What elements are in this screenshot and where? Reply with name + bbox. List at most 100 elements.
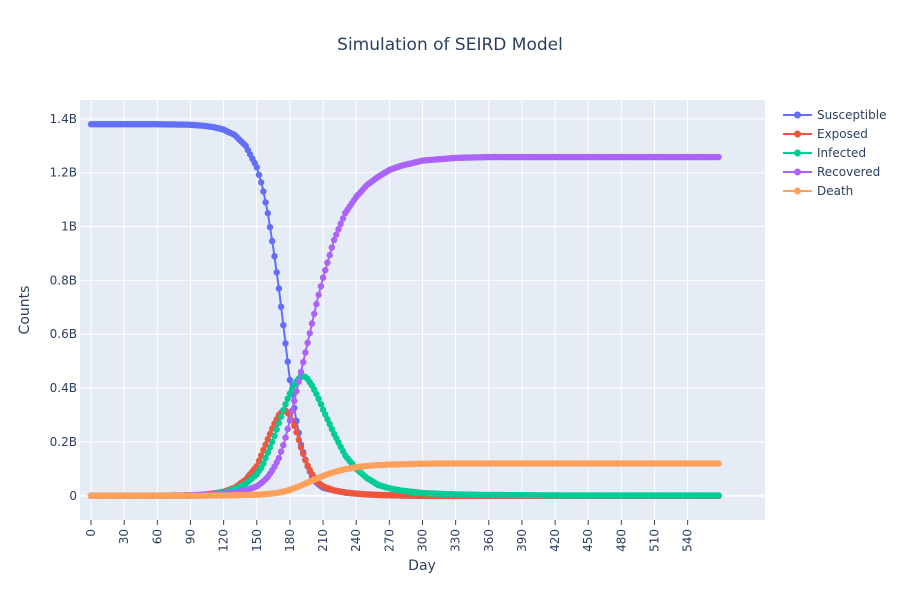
x-tick-label: 270 [382, 529, 396, 552]
point-exposed [293, 429, 300, 436]
x-tick-label: 480 [614, 529, 628, 552]
point-susceptible [269, 237, 276, 245]
x-tick-label: 150 [250, 529, 264, 552]
point-recovered [277, 448, 285, 455]
point-infected [271, 432, 278, 440]
point-exposed [295, 436, 302, 443]
x-tick-label: 420 [548, 529, 562, 552]
point-infected [322, 411, 329, 418]
x-tick-label: 30 [117, 529, 131, 544]
x-tick-label: 240 [349, 529, 363, 552]
point-susceptible [284, 358, 291, 365]
x-tick-label: 0 [84, 529, 98, 537]
y-tick-labels: 0 0.2B 0.4B 0.6B 0.8B 1B 1.2B 1.4B [50, 112, 77, 503]
x-tick-label: 180 [283, 529, 297, 552]
legend-swatch-marker [794, 111, 801, 119]
point-recovered [300, 359, 307, 366]
point-exposed [302, 457, 309, 464]
point-susceptible [286, 376, 294, 384]
x-tick-label: 360 [482, 529, 496, 552]
point-infected [715, 492, 722, 499]
point-infected [315, 395, 322, 402]
point-recovered [337, 220, 344, 227]
y-tick-label: 0.8B [50, 273, 77, 287]
point-recovered [295, 378, 302, 385]
legend-item-susceptible: Susceptible [783, 108, 886, 122]
y-axis-title: Counts [17, 286, 33, 335]
point-recovered [335, 226, 342, 233]
y-tick-label: 1B [61, 220, 77, 234]
point-infected [317, 401, 325, 408]
point-exposed [291, 422, 298, 429]
legend-swatch-marker [794, 130, 801, 138]
y-tick-label: 0.6B [50, 327, 77, 341]
y-tick-label: 0.4B [50, 381, 77, 395]
legend-label-death: Death [817, 184, 853, 198]
point-infected [266, 444, 274, 451]
point-susceptible [262, 199, 269, 206]
legend-label-recovered: Recovered [817, 165, 880, 179]
point-recovered [288, 407, 296, 414]
point-recovered [330, 236, 338, 244]
point-susceptible [255, 171, 263, 178]
point-susceptible [253, 164, 260, 171]
x-tick-label: 510 [648, 529, 662, 552]
point-infected [262, 454, 269, 462]
point-death [715, 460, 722, 467]
point-infected [324, 416, 331, 423]
x-tick-label: 90 [183, 529, 197, 544]
legend-label-susceptible: Susceptible [817, 108, 886, 122]
point-recovered [333, 231, 340, 238]
y-tick-label: 0.2B [50, 435, 77, 449]
point-susceptible [275, 285, 283, 292]
point-susceptible [260, 188, 267, 195]
point-infected [260, 460, 267, 467]
legend-swatch-marker [794, 168, 801, 176]
point-infected [264, 449, 271, 456]
x-tick-labels: 0 30 60 90 120 150 180 210 240 270 300 330 360 390 420… [84, 520, 695, 552]
point-recovered [326, 251, 333, 259]
x-tick-label: 540 [681, 529, 695, 552]
point-recovered [293, 388, 300, 395]
legend-item-death: Death [783, 184, 853, 198]
point-recovered [339, 215, 347, 222]
point-recovered [328, 244, 336, 251]
point-recovered [302, 349, 309, 356]
point-susceptible [277, 303, 285, 310]
legend-item-recovered: Recovered [783, 165, 880, 179]
legend: Susceptible Exposed Infected Recovered Death [783, 108, 886, 198]
point-susceptible [258, 179, 265, 186]
series-death [87, 460, 722, 499]
legend-label-infected: Infected [817, 146, 866, 160]
point-recovered [324, 259, 331, 266]
x-tick-label: 60 [150, 529, 164, 544]
series-layer [87, 121, 722, 499]
point-recovered [304, 339, 311, 346]
point-susceptible [271, 253, 278, 260]
point-recovered [317, 283, 325, 290]
point-recovered [275, 454, 283, 462]
legend-label-exposed: Exposed [817, 127, 868, 141]
point-infected [328, 425, 336, 433]
point-susceptible [264, 209, 271, 217]
point-recovered [282, 434, 289, 441]
point-recovered [311, 310, 318, 317]
point-infected [277, 413, 285, 420]
point-infected [326, 421, 333, 428]
point-recovered [286, 417, 294, 424]
point-infected [313, 390, 320, 398]
y-tick-label: 0 [69, 489, 77, 503]
x-tick-label: 120 [217, 529, 231, 552]
point-susceptible [266, 223, 274, 231]
x-axis-title: Day [408, 558, 436, 574]
point-recovered [322, 267, 329, 274]
point-recovered [280, 442, 287, 449]
y-tick-label: 1.4B [50, 112, 77, 126]
x-tick-label: 300 [416, 529, 430, 552]
point-recovered [315, 291, 322, 299]
point-infected [269, 438, 276, 446]
point-infected [282, 401, 289, 408]
point-susceptible [280, 321, 287, 329]
